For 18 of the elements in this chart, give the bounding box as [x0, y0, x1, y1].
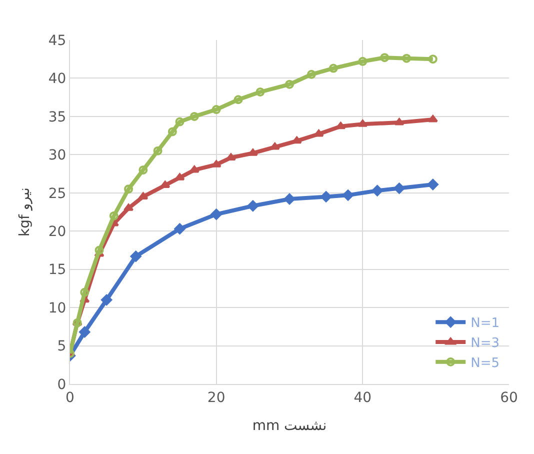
y-tick-label: 35	[48, 109, 66, 126]
y-tick-label: 5	[57, 338, 66, 355]
y-tick-label: 0	[57, 376, 66, 393]
y-axis-title: kgf نیرو	[16, 188, 33, 236]
y-tick-label: 30	[48, 148, 66, 164]
y-tick-label: 15	[48, 262, 66, 278]
y-tick-label: 20	[48, 224, 66, 240]
x-tick-label: 20	[207, 390, 226, 406]
y-tick-label: 45	[48, 32, 66, 49]
y-tick-label: 25	[48, 186, 66, 202]
y-tick-label: 40	[48, 71, 66, 88]
legend-label: N=3	[470, 336, 500, 352]
x-axis-title: mm نشست	[252, 418, 327, 434]
legend-label: N=1	[470, 316, 500, 332]
x-tick-label: 60	[500, 390, 518, 406]
y-tick-label: 10	[48, 300, 66, 316]
x-tick-label: 40	[354, 390, 372, 406]
legend-label: N=5	[470, 356, 500, 371]
